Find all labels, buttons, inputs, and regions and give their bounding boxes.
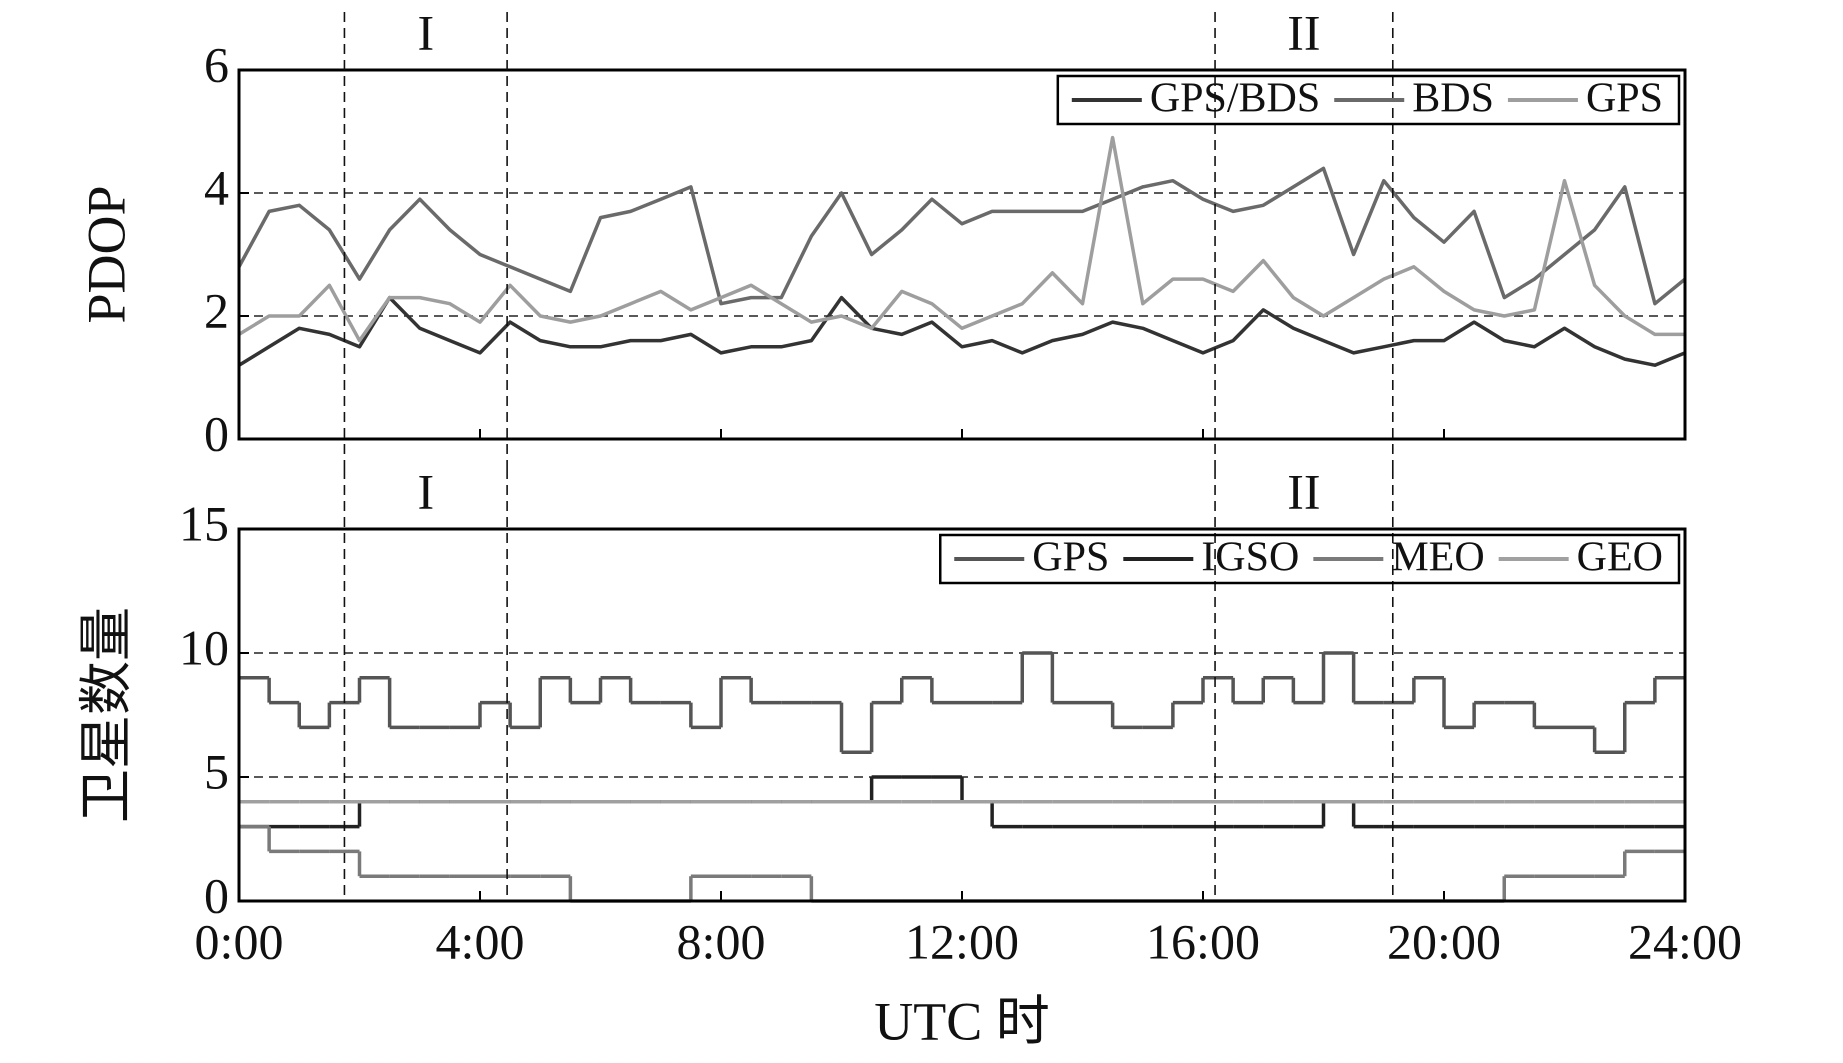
- y-tick-label: 0: [204, 405, 229, 461]
- y-tick-label: 4: [204, 159, 229, 215]
- legend-label: BDS: [1412, 76, 1494, 122]
- series-line: [238, 135, 1685, 343]
- legend-frame: [939, 533, 1681, 585]
- y-tick-label: 5: [204, 743, 229, 799]
- y-axis-title: PDOP: [76, 185, 136, 323]
- legend-label: MEO: [1391, 535, 1484, 581]
- region-label: I: [417, 4, 434, 60]
- x-tick-label: 8:00: [677, 913, 766, 969]
- plot-frame: [237, 68, 1687, 441]
- x-tick-label: 24:00: [1628, 913, 1742, 969]
- region-label: II: [1287, 4, 1320, 60]
- series-line: [237, 166, 1687, 306]
- x-tick-label: 20:00: [1387, 913, 1501, 969]
- legend: GPS/BDS BDS GPS: [1071, 76, 1663, 122]
- y-tick-label: 2: [204, 282, 229, 338]
- legend-frame: [1056, 74, 1681, 126]
- legend: GPS IGSO MEO GEO: [954, 535, 1663, 581]
- x-tick-label: 16:00: [1146, 913, 1260, 969]
- legend-label: IGSO: [1201, 535, 1299, 581]
- y-tick-label: 10: [179, 619, 229, 675]
- legend-label: GPS/BDS: [1150, 76, 1320, 122]
- region-label: II: [1287, 463, 1320, 519]
- x-tick-label: 4:00: [436, 913, 525, 969]
- y-tick-label: 15: [179, 495, 229, 551]
- y-axis-title: 卫星数量: [76, 607, 136, 823]
- legend-label: GEO: [1577, 535, 1663, 581]
- y-tick-label: 0: [204, 867, 229, 923]
- legend-label: GPS: [1586, 76, 1663, 122]
- x-axis-title: UTC 时: [874, 991, 1050, 1051]
- y-tick-label: 6: [204, 36, 229, 92]
- x-tick-label: 0:00: [195, 913, 284, 969]
- series-line: [238, 295, 1686, 367]
- region-label: I: [417, 463, 434, 519]
- x-tick-label: 12:00: [905, 913, 1019, 969]
- plot-frame: [237, 527, 1687, 903]
- legend-label: GPS: [1032, 535, 1109, 581]
